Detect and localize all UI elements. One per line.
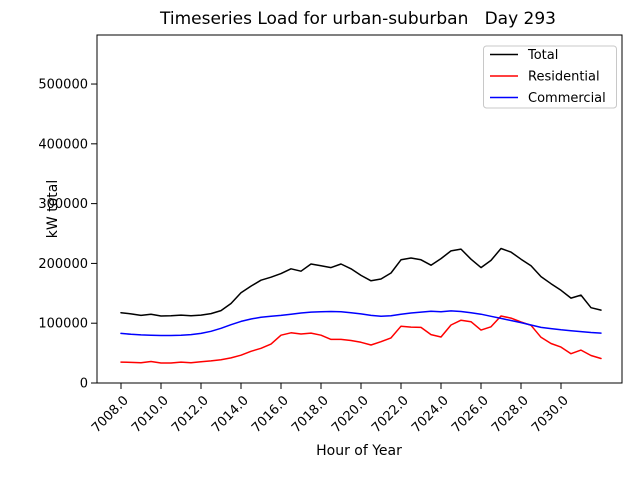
legend-label-total: Total: [527, 48, 558, 63]
data-series: [120, 247, 602, 364]
legend: Total Residential Commercial: [483, 45, 617, 109]
legend-label-commercial: Commercial: [528, 91, 606, 106]
y-tick-label: 300000: [38, 197, 88, 212]
chart-title: Timeseries Load for urban-suburban Day 2…: [159, 9, 556, 29]
series-line-total: [120, 247, 602, 317]
y-tick-label: 100000: [38, 317, 88, 332]
y-tick-label: 400000: [38, 137, 88, 152]
y-tick-label: 0: [80, 377, 88, 392]
legend-box: [483, 45, 617, 109]
series-line-commercial: [120, 310, 602, 337]
legend-label-residential: Residential: [528, 70, 600, 85]
y-tick-label: 200000: [38, 257, 88, 272]
y-tick-label: 500000: [38, 78, 88, 93]
y-axis-label: kW total: [45, 180, 61, 238]
x-axis-label: Hour of Year: [316, 443, 402, 459]
